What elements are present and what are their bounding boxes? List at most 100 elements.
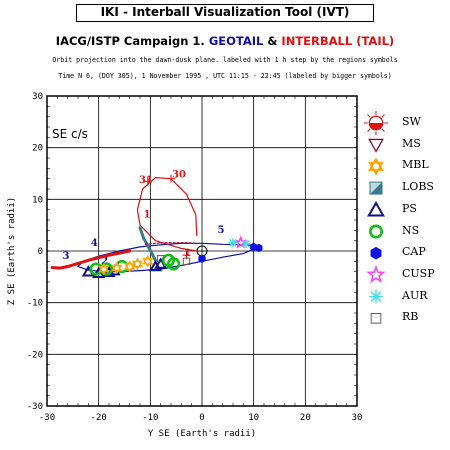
ms-triangle [368,138,384,153]
sw-fill [369,123,383,130]
star-icon [366,264,386,284]
legend-label-ps: PS [402,201,417,215]
aur-ray [370,291,382,302]
mbl-center [135,261,140,266]
aur-ray [229,239,237,247]
cap-hexagon [255,243,263,253]
x-axis-label: Y SE (Earth's radii) [148,429,256,439]
down-triangle-icon [368,138,384,153]
sw-ray [367,114,371,118]
legend-label-cusp: CUSP [402,266,435,280]
x-tick-label: -10 [142,413,158,423]
sw-ray [367,128,371,132]
orbit-hour-label: 4 [91,238,98,249]
x-tick-label: 10 [248,413,259,423]
series-line-ms [144,242,198,245]
frame-label: SE c/s [52,127,88,141]
rb-square [370,313,382,324]
cusp-star [233,235,248,249]
y-tick-label: -20 [27,350,43,360]
time-note: Time N 6, (DOY 305), 1 November 1995 , U… [58,72,392,80]
y-tick-label: -10 [27,299,43,309]
x-tick-label: -30 [39,413,55,423]
geotail-label: GEOTAIL [208,34,264,48]
y-tick-label: 10 [32,195,43,205]
series-line-lobs [138,226,157,262]
y-tick-label: 30 [32,92,43,102]
mbl-center [101,267,106,272]
region-marker-cusp [233,235,248,249]
filled-hexagon-icon [370,246,382,260]
region-marker-mbl [131,257,143,271]
half-filled-sun-icon [364,111,388,135]
ampersand: & [267,34,278,48]
mbl-center [114,266,119,271]
window-title: IKI - Interball Visualization Tool (IVT) [76,4,374,22]
region-marker-ns [161,253,176,267]
orbit-hour-label: 3 [63,251,70,262]
interball-label: INTERBALL (TAIL) [281,34,395,48]
mbl-center [373,163,379,170]
ns-ring [161,253,176,267]
region-marker-cap [198,254,206,263]
campaign-label: IACG/ISTP Campaign 1. [55,34,205,48]
x-tick-label: 0 [199,413,204,423]
orbit-hour-label: 1 [144,209,151,220]
aur-ray [242,240,250,248]
legend-label-ns: NS [402,223,420,237]
lobs-fill [370,182,382,195]
legend-label-cap: CAP [402,245,426,259]
region-marker-mbl [124,260,136,273]
region-marker-mbl [142,255,154,268]
series-line-sw [50,249,132,270]
cusp-star [366,264,386,284]
region-marker-rb [182,257,191,266]
orbit-hour-label: 31 [139,175,153,186]
region-marker-cap [255,243,263,253]
ps-triangle [367,201,385,217]
sw-ray [381,114,385,118]
orbit-cross-marker [167,174,175,183]
asterisk-icon [369,289,383,304]
legend-label-lobs: LOBS [402,180,434,194]
orbit-cross-marker [143,177,152,186]
projection-note: Orbit projection into the dawn-dusk plan… [52,56,398,64]
region-marker-rb [156,255,165,263]
region-marker-aur [241,239,251,249]
ns-ring [368,224,383,239]
sw-ray [381,128,385,132]
orbit-hour-label: 1 [184,248,191,259]
x-tick-label: 20 [300,413,311,423]
mbl-center [145,259,150,264]
mbl-center [127,264,132,269]
region-marker-aur [228,238,238,248]
legend-label-aur: AUR [402,288,428,302]
y-tick-label: -30 [27,402,43,412]
legend-label-mbl: MBL [402,158,429,172]
orbit-hour-label: 30 [172,170,186,181]
region-marker-mbl [111,261,123,275]
x-tick-label: -20 [91,413,107,423]
half-filled-square-icon [369,181,383,195]
series-line-interball [136,176,198,252]
campaign-subtitle: IACG/ISTP Campaign 1. GEOTAIL & INTERBAL… [0,34,450,48]
cap-hexagon [370,246,382,260]
orbit-hour-label: 2 [101,256,108,267]
ring-icon [368,224,383,239]
cap-hexagon [198,254,206,263]
legend-label-rb: RB [402,310,419,324]
x-tick-label: 30 [352,413,363,423]
orbit-hour-label: 5 [218,225,225,236]
square-icon [370,313,382,324]
star-of-david-icon [368,157,384,176]
y-tick-label: 0 [38,247,43,257]
y-axis-label: Z SE (Earth's radii) [7,197,17,305]
y-tick-label: 20 [32,144,43,154]
triangle-icon [367,201,385,217]
rb-square [182,257,191,266]
region-marker-mbl [98,262,110,276]
rb-square [156,255,165,263]
legend-label-sw: SW [402,115,421,128]
legend-label-ms: MS [402,136,421,150]
